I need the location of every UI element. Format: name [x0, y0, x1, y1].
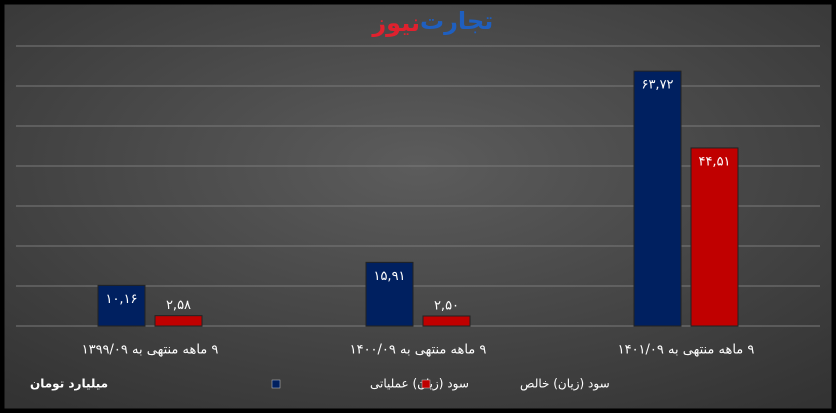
legend-label: سود (زیان) خالص — [520, 377, 610, 392]
x-tick-label: ۹ ماهه منتهی به ۱۳۹۹/۰۹ — [82, 343, 219, 358]
bar — [422, 315, 471, 327]
unit-label: میلیارد تومان — [30, 377, 108, 392]
value-label: ۲,۵۰ — [434, 299, 459, 314]
legend-marker — [271, 379, 281, 389]
value-label: ۱۵,۹۱ — [373, 269, 405, 284]
bar — [365, 261, 414, 327]
legend-label: سود (زیان) عملیاتی — [370, 377, 469, 392]
logo-first: تجارت — [420, 7, 493, 35]
bar — [690, 147, 739, 327]
value-label: ۴۴,۵۱ — [698, 154, 730, 169]
bar — [97, 284, 146, 327]
bar — [633, 70, 682, 327]
value-label: ۲,۵۸ — [166, 298, 191, 313]
x-tick-label: ۹ ماهه منتهی به ۱۴۰۱/۰۹ — [618, 343, 755, 358]
bar — [154, 315, 203, 327]
legend-marker — [421, 379, 431, 389]
x-tick-label: ۹ ماهه منتهی به ۱۴۰۰/۰۹ — [350, 343, 487, 358]
value-label: ۶۳,۷۲ — [641, 78, 673, 93]
logo-second: نیوز — [371, 9, 420, 37]
value-label: ۱۰,۱۶ — [105, 292, 137, 307]
